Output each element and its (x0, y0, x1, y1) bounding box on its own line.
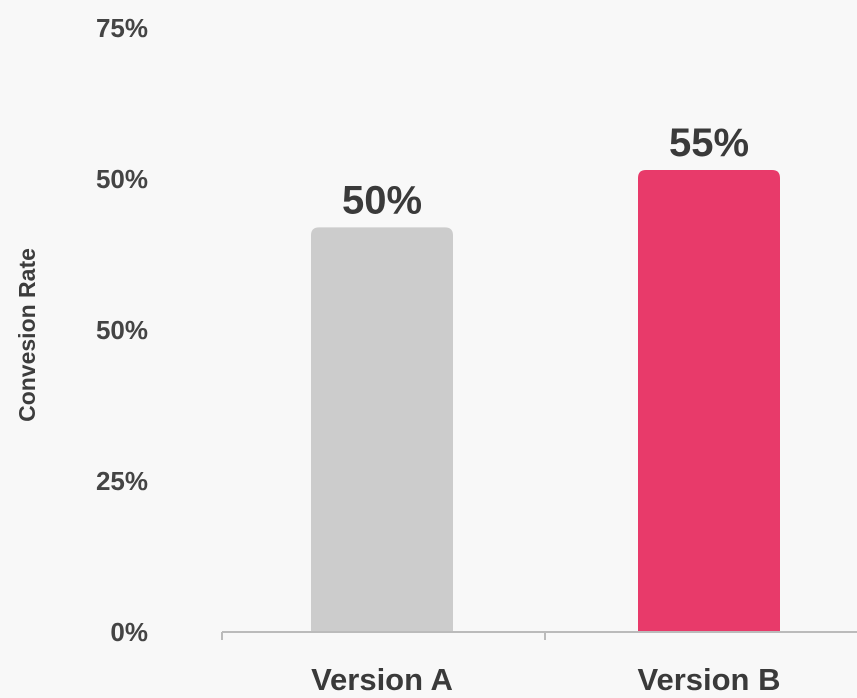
y-tick-label: 75% (96, 13, 148, 43)
y-tick-label: 0% (110, 617, 148, 647)
x-axis-labels: Version A Version B (311, 662, 780, 697)
x-tick-label: Version B (638, 662, 781, 697)
data-labels: 50% 55% (342, 121, 749, 222)
y-tick-label: 25% (96, 466, 148, 496)
y-tick-label: 50% (96, 164, 148, 194)
y-axis-label: Convesion Rate (14, 248, 40, 422)
y-tick-label: 50% (96, 315, 148, 345)
x-axis-ticks (221, 632, 546, 640)
bar-version-a (311, 227, 453, 632)
data-label: 55% (669, 121, 749, 165)
bars (311, 169, 780, 632)
data-label: 50% (342, 178, 422, 222)
x-tick-label: Version A (311, 662, 453, 697)
bar-version-b (638, 169, 780, 632)
y-axis-ticks: 0% 25% 50% 50% 75% (96, 13, 148, 647)
